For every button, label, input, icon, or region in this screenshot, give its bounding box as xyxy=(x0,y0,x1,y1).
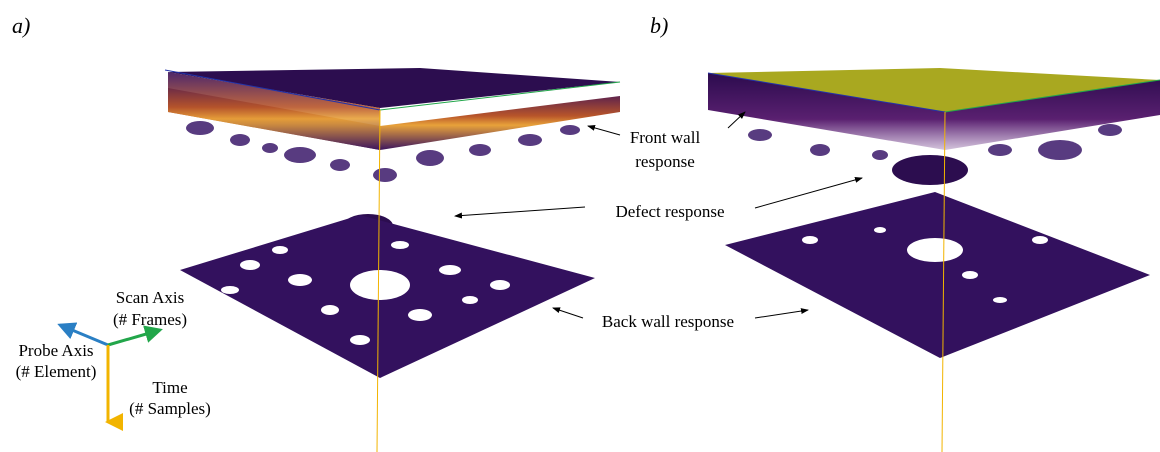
annotation: Front wall xyxy=(630,128,701,147)
axis-label: Probe Axis xyxy=(18,341,93,360)
axis-label: (# Samples) xyxy=(129,399,211,418)
annotation: Defect response xyxy=(615,202,724,221)
axis-label: (# Frames) xyxy=(113,310,187,329)
volume-a xyxy=(165,68,620,452)
panel-label: a) xyxy=(12,13,30,38)
axis-label: Time xyxy=(152,378,187,397)
axis-label: (# Element) xyxy=(16,362,97,381)
figure: a) b) xyxy=(0,0,1160,452)
annotation: Back wall response xyxy=(602,312,734,331)
annotation: response xyxy=(635,152,694,171)
axis-label: Scan Axis xyxy=(116,288,184,307)
panel-label: b) xyxy=(650,13,668,38)
volume-b xyxy=(708,68,1160,452)
